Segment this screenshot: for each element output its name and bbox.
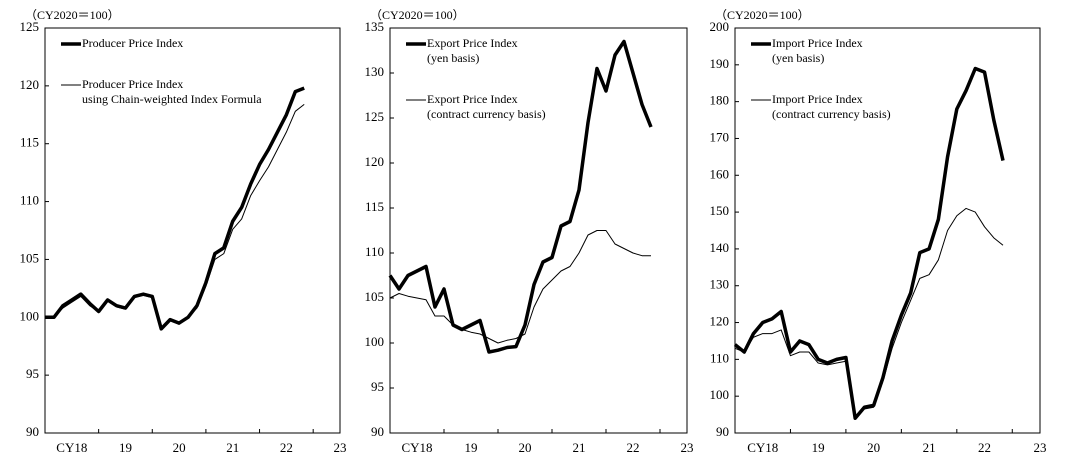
series-line [45, 103, 305, 330]
y-tick-label: 190 [710, 56, 730, 71]
legend-label: Import Price Index [772, 36, 863, 50]
y-tick-label: 105 [365, 289, 385, 304]
series-line [733, 66, 1005, 421]
y-tick-label: 170 [710, 129, 730, 144]
y-tick-label: 120 [20, 77, 40, 92]
y-tick-label: 100 [710, 387, 730, 402]
y-unit: （CY2020＝100） [715, 8, 810, 22]
y-tick-label: 90 [716, 424, 729, 439]
legend-label: (contract currency basis) [427, 107, 546, 121]
y-tick-label: 100 [365, 334, 385, 349]
y-tick-label: 130 [710, 277, 730, 292]
y-tick-label: 110 [365, 244, 384, 259]
y-tick-label: 90 [371, 424, 384, 439]
x-tick-label: 23 [681, 440, 694, 455]
legend-label: Import Price Index [772, 92, 863, 106]
y-unit: （CY2020＝100） [370, 8, 465, 22]
legend-label: Producer Price Index [82, 36, 183, 50]
x-tick-label: 19 [119, 440, 132, 455]
x-tick-label: 20 [173, 440, 186, 455]
y-unit: （CY2020＝100） [25, 8, 120, 22]
series-line [389, 230, 651, 344]
y-tick-label: 100 [20, 308, 40, 323]
legend-label: Producer Price Index [82, 77, 183, 91]
y-tick-label: 125 [365, 109, 385, 124]
x-tick-label: 22 [978, 440, 991, 455]
y-tick-label: 160 [710, 166, 730, 181]
x-tick-label: 21 [923, 440, 936, 455]
legend-label: Export Price Index [427, 92, 518, 106]
x-tick-label: 20 [519, 440, 532, 455]
y-tick-label: 95 [371, 379, 384, 394]
legend-label: (contract currency basis) [772, 107, 891, 121]
y-tick-label: 200 [710, 19, 730, 34]
legend-label: Export Price Index [427, 36, 518, 50]
y-tick-label: 140 [710, 240, 730, 255]
y-tick-label: 135 [365, 19, 385, 34]
x-tick-label: 22 [627, 440, 640, 455]
x-tick-label: CY18 [56, 440, 87, 455]
plot-frame [389, 27, 688, 434]
y-tick-label: 125 [20, 19, 40, 34]
plot-frame [734, 27, 1041, 434]
x-tick-label: 21 [573, 440, 586, 455]
x-tick-label: 21 [226, 440, 239, 455]
x-tick-label: 19 [465, 440, 478, 455]
x-tick-label: CY18 [747, 440, 778, 455]
y-tick-label: 90 [26, 424, 39, 439]
plot-frame [44, 27, 341, 434]
series-line [45, 86, 305, 331]
y-tick-label: 130 [365, 64, 385, 79]
x-tick-label: 23 [334, 440, 347, 455]
y-tick-label: 180 [710, 93, 730, 108]
legend-label: (yen basis) [772, 51, 824, 65]
y-tick-label: 95 [26, 366, 39, 381]
legend-label: using Chain-weighted Index Formula [82, 92, 262, 106]
y-tick-label: 110 [710, 350, 729, 365]
y-tick-label: 120 [365, 154, 385, 169]
y-tick-label: 115 [20, 135, 39, 150]
y-tick-label: 110 [20, 193, 39, 208]
y-tick-label: 105 [20, 250, 40, 265]
legend-label: (yen basis) [427, 51, 479, 65]
y-tick-label: 150 [710, 203, 730, 218]
y-tick-label: 120 [710, 314, 730, 329]
x-tick-label: 22 [280, 440, 293, 455]
x-tick-label: CY18 [401, 440, 432, 455]
series-line [734, 207, 1004, 419]
y-tick-label: 115 [365, 199, 384, 214]
x-tick-label: 19 [812, 440, 825, 455]
x-tick-label: 20 [867, 440, 880, 455]
x-tick-label: 23 [1034, 440, 1047, 455]
